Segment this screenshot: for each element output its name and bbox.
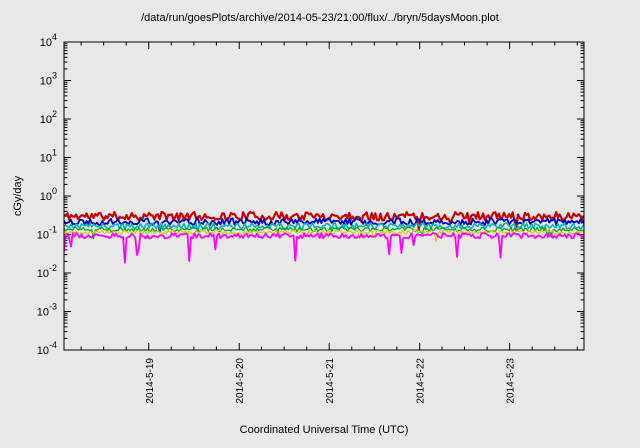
y-tick-label: 104 — [40, 32, 57, 49]
y-tick-label: 10-2 — [37, 263, 57, 280]
x-axis-label: Coordinated Universal Time (UTC) — [239, 424, 409, 436]
x-tick-label: 2014-5-20 — [235, 358, 246, 404]
x-tick-label: 2014-5-22 — [416, 358, 427, 404]
chart-title: /data/run/goesPlots/archive/2014-05-23/2… — [141, 12, 499, 24]
magenta-series-line — [64, 232, 584, 264]
y-tick-label: 10-1 — [37, 225, 57, 242]
green-series-line — [64, 226, 584, 240]
y-tick-labels: 104 103 102 101 100 10-1 10-2 10-3 10-4 — [37, 32, 57, 357]
x-tick-label: 2014-5-19 — [145, 358, 156, 404]
red-series-line — [64, 210, 584, 231]
x-tick-label: 2014-5-23 — [506, 358, 517, 404]
x-tick-label: 2014-5-21 — [325, 358, 336, 404]
y-tick-label: 10-4 — [37, 340, 57, 357]
y-tick-label: 103 — [40, 71, 57, 88]
y-tick-label: 101 — [40, 148, 57, 165]
y-tick-label: 102 — [40, 109, 57, 126]
axis-ticks — [64, 41, 584, 351]
y-tick-label: 100 — [40, 186, 57, 203]
y-tick-label: 10-3 — [37, 302, 57, 319]
series-group — [64, 210, 584, 264]
x-tick-labels: 2014-5-19 2014-5-20 2014-5-21 2014-5-22 2014… — [145, 358, 517, 404]
plot-border — [63, 41, 585, 351]
